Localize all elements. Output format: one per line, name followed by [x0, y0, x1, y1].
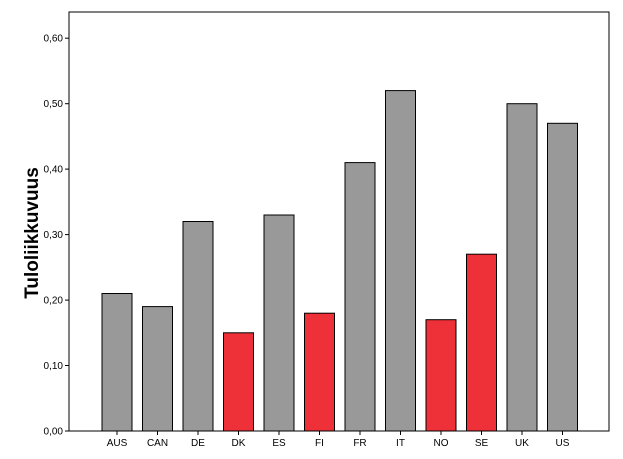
x-tick-label-es: ES	[272, 438, 286, 449]
plot-frame	[68, 11, 610, 432]
x-tick-label-uk: UK	[515, 438, 529, 449]
x-tick-label-it: IT	[396, 438, 405, 449]
y-tick-label: 0,40	[44, 165, 64, 176]
x-tick-label-fi: FI	[315, 438, 324, 449]
bar-us	[547, 122, 578, 432]
y-tick-label: 0,30	[44, 230, 64, 241]
y-tick-label: 0,60	[44, 34, 64, 45]
x-axis: AUS CAN DE DK ES FI FR IT NO SE UK US	[107, 431, 570, 449]
y-axis: 0,00 0,10 0,20 0,30 0,40 0,50 0,60	[44, 34, 69, 438]
bar-it	[385, 90, 416, 432]
x-tick-label-se: SE	[475, 438, 489, 449]
y-tick-label: 0,50	[44, 99, 64, 110]
bar-aus	[101, 293, 133, 432]
bar-dk	[223, 332, 254, 432]
bar-fr	[344, 162, 376, 432]
y-axis-title: Tuloliikkuvuus	[22, 167, 43, 299]
bar-de	[182, 221, 214, 432]
y-tick-label: 0,20	[44, 296, 64, 307]
y-tick-label: 0,00	[44, 427, 64, 438]
bar-can	[142, 306, 173, 432]
x-tick-label-de: DE	[191, 438, 205, 449]
x-tick-label-aus: AUS	[107, 438, 128, 449]
bar-se	[466, 253, 497, 432]
x-tick-label-fr: FR	[353, 438, 366, 449]
x-tick-label-can: CAN	[147, 438, 168, 449]
y-tick-label: 0,10	[44, 361, 64, 372]
bar-uk	[506, 103, 538, 432]
bar-fi	[304, 312, 335, 432]
x-tick-label-us: US	[556, 438, 570, 449]
bars-group	[101, 90, 578, 432]
x-tick-label-no: NO	[434, 438, 449, 449]
x-tick-label-dk: DK	[232, 438, 246, 449]
bar-no	[425, 319, 457, 432]
bar-es	[263, 214, 295, 432]
